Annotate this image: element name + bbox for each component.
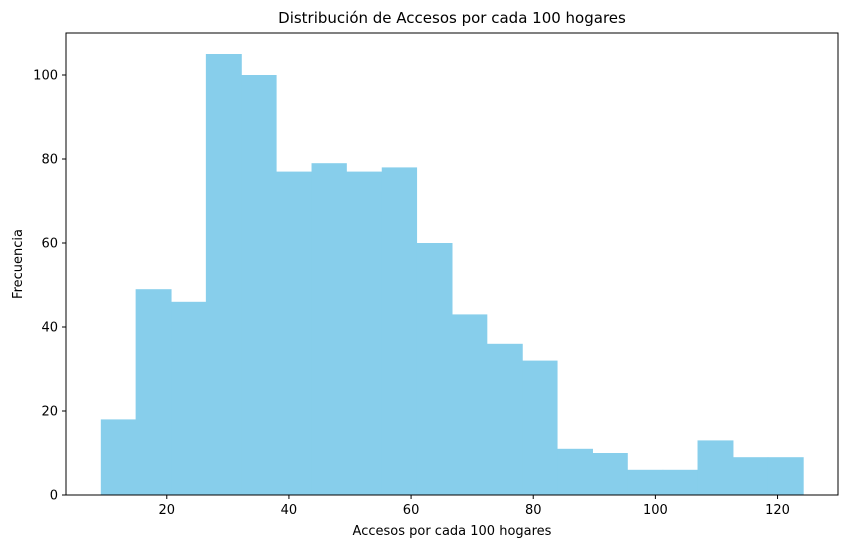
y-axis-ticks: 0 20 40 60 80 100	[33, 69, 66, 504]
y-tick-label: 40	[41, 321, 58, 336]
y-tick-label: 20	[41, 405, 58, 420]
histogram-bar	[557, 448, 593, 495]
histogram-bar	[767, 457, 804, 495]
x-tick-label: 40	[281, 503, 298, 518]
histogram-bar	[205, 54, 242, 495]
x-tick-label: 20	[159, 503, 176, 518]
histogram-bar	[276, 171, 313, 495]
histogram-bar	[100, 419, 137, 495]
histogram-bar	[135, 289, 172, 495]
histogram-bar	[241, 75, 277, 495]
bars-group	[100, 54, 804, 495]
histogram-bar	[627, 469, 664, 495]
histogram-bar	[662, 469, 699, 495]
y-tick-label: 80	[41, 153, 58, 168]
histogram-bar	[346, 171, 383, 495]
x-tick-label: 120	[765, 503, 790, 518]
x-tick-label: 60	[403, 503, 420, 518]
x-tick-label: 100	[643, 503, 668, 518]
histogram-bar	[592, 453, 628, 495]
y-axis-label: Frecuencia	[11, 229, 26, 299]
plot-frame	[65, 32, 839, 496]
histogram-bar	[311, 163, 347, 495]
chart-title: Distribución de Accesos por cada 100 hog…	[278, 9, 626, 27]
x-tick-label: 80	[525, 503, 542, 518]
y-tick-label: 60	[41, 237, 58, 252]
y-tick-label: 100	[33, 69, 58, 84]
histogram-bar	[171, 301, 207, 495]
histogram-bar	[486, 343, 523, 495]
histogram-bar	[452, 314, 488, 495]
histogram-bar	[416, 243, 453, 495]
histogram-bar	[732, 457, 769, 495]
histogram-bar	[522, 360, 558, 495]
x-axis-label: Accesos por cada 100 hogares	[353, 524, 552, 539]
histogram-bar	[697, 440, 734, 495]
x-axis-ticks: 20 40 60 80 100 120	[159, 495, 790, 518]
histogram-bar	[381, 167, 418, 495]
y-tick-label: 0	[50, 489, 58, 504]
